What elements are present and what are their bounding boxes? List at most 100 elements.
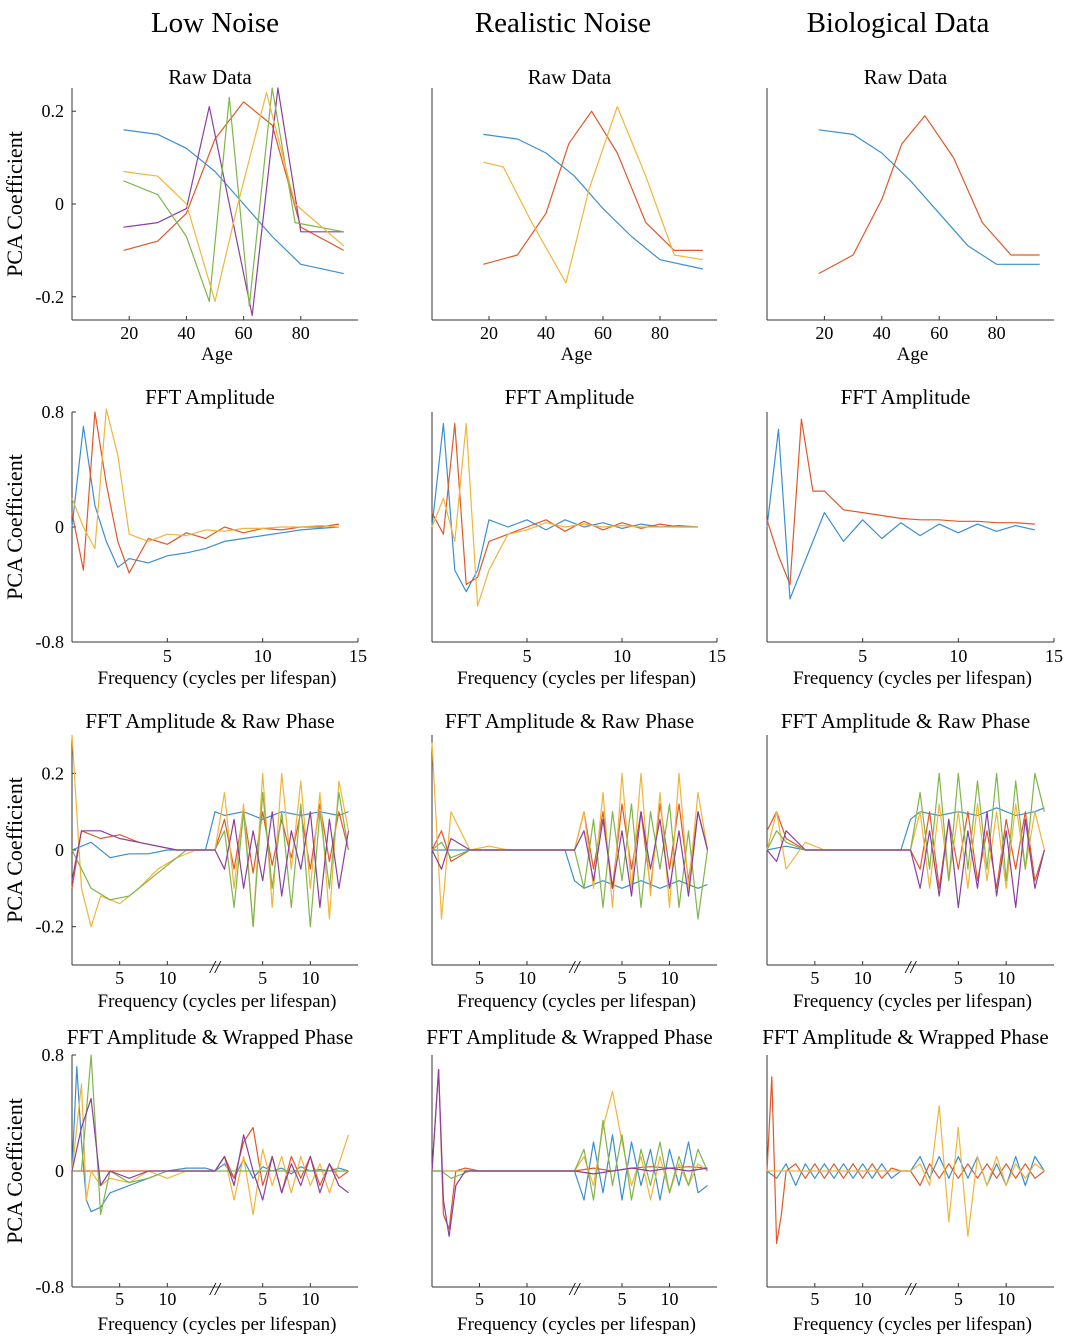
series-line-pc3 [123, 87, 344, 316]
x-axis-label: Frequency (cycles per lifespan) [98, 991, 337, 1012]
panel-r3-c1: FFT Amplitude & Wrapped Phase 5 10 5 10 // Fre… [426, 1025, 717, 1335]
axis-break-marker: // [209, 1279, 222, 1299]
series-line-pc5 [71, 1097, 349, 1201]
y-axis-label: PCA Coefficient [2, 1098, 27, 1244]
x-tick-label: 80 [988, 323, 1006, 343]
x-tick-label: 10 [661, 968, 679, 988]
series-line-pc3 [431, 422, 698, 607]
series-line-pc2 [766, 1076, 1045, 1245]
series-line-pc2 [72, 1126, 349, 1194]
series-line-pc4 [123, 87, 344, 307]
y-tick-label: -0.2 [36, 917, 65, 937]
series-line-pc2 [483, 110, 703, 265]
x-tick-label: 10 [661, 1289, 679, 1309]
series-line-pc2 [123, 101, 344, 251]
series-line-pc5 [431, 1068, 708, 1237]
axis-break-marker: // [904, 1279, 917, 1299]
series-line-pc5 [766, 811, 1045, 909]
x-tick-label: 80 [292, 323, 310, 343]
x-tick-label: 5 [858, 646, 867, 666]
x-tick-label: 5 [115, 1289, 124, 1309]
x-tick-label: 5 [618, 1289, 627, 1309]
series-line-pc5 [123, 91, 345, 302]
x-tick-label: 5 [954, 968, 963, 988]
subplot-title: FFT Amplitude & Wrapped Phase [426, 1025, 713, 1049]
series-line-pc2 [818, 115, 1040, 275]
series-line-pc1 [71, 425, 339, 568]
x-axis-label: Frequency (cycles per lifespan) [98, 1314, 337, 1335]
x-axis-label: Frequency (cycles per lifespan) [793, 668, 1032, 689]
x-tick-label: 40 [537, 323, 555, 343]
series-line-pc1 [766, 428, 1036, 600]
x-tick-label: 10 [158, 1289, 176, 1309]
subplot-title: FFT Amplitude [505, 385, 635, 409]
axis-break-marker: // [209, 957, 222, 977]
x-tick-label: 80 [651, 323, 669, 343]
panel-r0-c1: Raw Data 20 40 60 80 Age [431, 65, 717, 365]
x-axis-label: Age [897, 344, 929, 365]
y-tick-label: 0 [55, 517, 64, 537]
axis-break-marker: // [568, 957, 581, 977]
y-tick-label: 0.8 [42, 402, 65, 422]
x-tick-label: 10 [301, 968, 319, 988]
subplot-title: FFT Amplitude & Wrapped Phase [67, 1025, 354, 1049]
y-tick-label: 0.8 [42, 1045, 65, 1065]
x-tick-label: 10 [854, 968, 872, 988]
panel-r3-c2: FFT Amplitude & Wrapped Phase 5 10 5 10 // Fre… [762, 1025, 1054, 1335]
series-line-pc3 [431, 742, 709, 920]
x-tick-label: 15 [1045, 646, 1063, 666]
x-tick-label: 5 [810, 968, 819, 988]
column-title-realistic-noise: Realistic Noise [475, 7, 651, 39]
x-tick-label: 5 [523, 646, 532, 666]
panel-grid: Raw Data 20 40 60 80 0.2 0 -0.2 Age PCA Coefficie… [2, 65, 1063, 1335]
panel-r0-c2: Raw Data 20 40 60 80 Age [766, 65, 1054, 365]
subplot-title: Raw Data [864, 65, 948, 89]
y-axis-label: PCA Coefficient [2, 777, 27, 923]
axis-break-marker: // [904, 957, 917, 977]
panel-r2-c1: FFT Amplitude & Raw Phase 5 10 5 10 // Frequen… [431, 709, 717, 1012]
y-tick-label: -0.8 [36, 1277, 65, 1297]
x-tick-label: 15 [708, 646, 726, 666]
x-axis-label: Frequency (cycles per lifespan) [98, 668, 337, 689]
x-axis-label: Frequency (cycles per lifespan) [457, 668, 696, 689]
x-tick-label: 20 [480, 323, 498, 343]
series-line-pc1 [71, 1065, 349, 1213]
series-line-pc1 [483, 133, 703, 270]
x-tick-label: 10 [518, 968, 536, 988]
series-line-pc4 [432, 1119, 709, 1201]
panel-r3-c0: FFT Amplitude & Wrapped Phase 5 10 5 10 // 0.8… [2, 1025, 358, 1335]
subplot-title: FFT Amplitude & Raw Phase [781, 709, 1030, 733]
series-line-pc5 [71, 811, 350, 909]
x-axis-label: Frequency (cycles per lifespan) [793, 991, 1032, 1012]
y-tick-label: -0.8 [36, 632, 65, 652]
x-tick-label: 40 [177, 323, 195, 343]
series-line-pc3 [71, 1083, 350, 1216]
x-tick-label: 10 [158, 968, 176, 988]
x-axis-label: Age [561, 344, 593, 365]
subplot-title: FFT Amplitude & Raw Phase [445, 709, 694, 733]
x-tick-label: 60 [930, 323, 948, 343]
series-line-pc2 [766, 418, 1035, 586]
series-line-pc3 [766, 803, 1045, 889]
subplot-title: FFT Amplitude [841, 385, 971, 409]
x-tick-label: 5 [475, 1289, 484, 1309]
series-line-pc3 [483, 105, 703, 284]
x-tick-label: 5 [115, 968, 124, 988]
y-tick-label: 0.2 [42, 101, 65, 121]
series-line-pc3 [432, 1090, 708, 1201]
panel-r1-c1: FFT Amplitude 5 10 15 Frequency (cycles per … [431, 385, 726, 689]
subplot-title: Raw Data [528, 65, 612, 89]
x-tick-label: 10 [997, 968, 1015, 988]
subplot-title: FFT Amplitude [145, 385, 275, 409]
panel-r2-c0: FFT Amplitude & Raw Phase 5 10 5 10 // 0.2 0 -0.… [2, 709, 358, 1012]
y-axis-label: PCA Coefficient [2, 131, 27, 277]
y-tick-label: 0.2 [42, 763, 65, 783]
y-tick-label: 0 [55, 1161, 64, 1181]
series-line-pc4 [71, 791, 350, 928]
subplot-title: FFT Amplitude & Raw Phase [85, 709, 334, 733]
x-tick-label: 5 [258, 1289, 267, 1309]
x-tick-label: 60 [235, 323, 253, 343]
x-tick-label: 20 [120, 323, 138, 343]
x-axis-label: Frequency (cycles per lifespan) [457, 991, 696, 1012]
x-tick-label: 10 [997, 1289, 1015, 1309]
